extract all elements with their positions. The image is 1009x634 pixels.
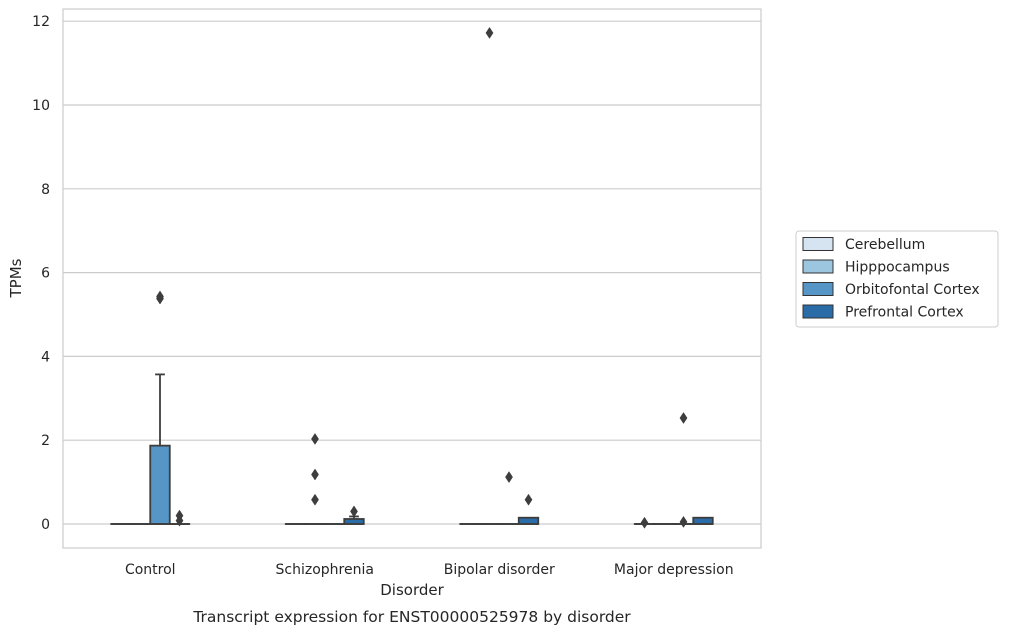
y-tick-labels: 0 2 4 6 8 10 12 bbox=[32, 14, 50, 533]
x-tick-labels: Control Schizophrenia Bipolar disorder Majo… bbox=[125, 562, 734, 578]
box-2 bbox=[672, 412, 695, 528]
legend-swatch bbox=[802, 304, 834, 319]
box-body bbox=[149, 444, 171, 525]
boxes bbox=[110, 26, 714, 529]
box-3 bbox=[168, 509, 191, 527]
legend-label: Orbitofontal Cortex bbox=[845, 282, 980, 298]
outlier-point bbox=[175, 509, 184, 522]
x-tick-label: Major depression bbox=[614, 562, 734, 578]
y-tick-label: 2 bbox=[41, 433, 50, 449]
x-tick-label: Bipolar disorder bbox=[444, 562, 555, 578]
outlier-point bbox=[311, 468, 319, 481]
outlier-point bbox=[156, 290, 164, 303]
box-3 bbox=[517, 493, 540, 525]
box-0 bbox=[633, 516, 656, 529]
box-1 bbox=[304, 432, 326, 525]
outlier-point bbox=[640, 516, 649, 529]
y-tick-label: 12 bbox=[32, 14, 50, 30]
box-body bbox=[692, 516, 714, 525]
box-3 bbox=[343, 505, 365, 525]
legend-label: Prefrontal Cortex bbox=[845, 305, 964, 321]
outlier-point bbox=[311, 493, 319, 506]
y-tick-label: 8 bbox=[41, 182, 50, 198]
plot-frame bbox=[62, 8, 762, 549]
x-tick-label: Control bbox=[125, 562, 176, 578]
y-axis-title: TPMs bbox=[7, 258, 25, 298]
box-2 bbox=[149, 290, 171, 525]
outlier-point bbox=[505, 471, 513, 484]
chart-caption: Transcript expression for ENST0000052597… bbox=[192, 608, 631, 626]
y-tick-label: 4 bbox=[41, 349, 50, 365]
box-1 bbox=[478, 26, 501, 525]
box-3 bbox=[692, 516, 714, 525]
legend-swatch bbox=[802, 237, 834, 251]
legend-swatch bbox=[802, 259, 834, 274]
outlier-point bbox=[679, 412, 688, 424]
legend-label: Hipppocampus bbox=[845, 260, 950, 276]
legend-label: Cerebellum bbox=[845, 237, 925, 253]
legend: Cerebellum Hipppocampus Orbitofontal Corte… bbox=[795, 230, 999, 328]
outlier-point bbox=[485, 26, 494, 39]
x-tick-label: Schizophrenia bbox=[276, 562, 374, 578]
outlier-point bbox=[679, 515, 688, 528]
y-tick-label: 0 bbox=[41, 517, 50, 533]
outlier-point bbox=[311, 432, 319, 445]
y-tick-label: 6 bbox=[41, 266, 50, 282]
outlier-point bbox=[524, 493, 533, 506]
legend-swatch bbox=[802, 282, 834, 296]
outlier-point bbox=[350, 505, 358, 518]
legend-frame bbox=[795, 230, 999, 328]
box-body bbox=[517, 516, 540, 525]
y-tick-label: 10 bbox=[32, 98, 50, 114]
x-axis-title: Disorder bbox=[380, 581, 444, 599]
